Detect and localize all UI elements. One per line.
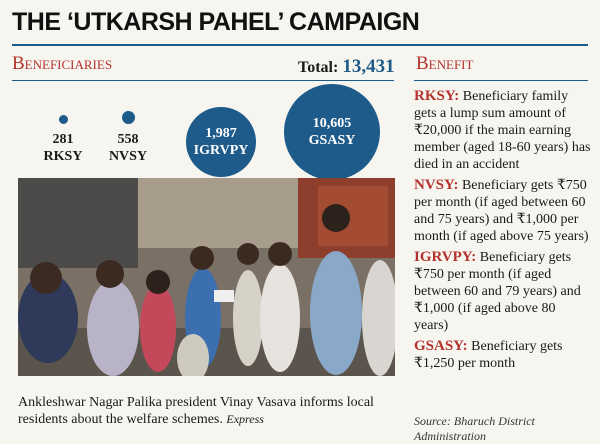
label-gsasy: 10,605 GSASY — [284, 115, 380, 149]
page-title: THE ‘UTKARSH PAHEL’ CAMPAIGN — [12, 8, 420, 36]
name-gsasy: GSASY — [308, 133, 356, 148]
name-nvsy: NVSY — [108, 149, 148, 164]
benefit-heading: Benefit — [416, 53, 474, 74]
benefit-abbr: GSASY: — [414, 338, 468, 354]
benefit-text: Beneficiary family gets a lump sum amoun… — [414, 89, 591, 172]
benefit-item-igrvpy: IGRVPY: Beneficiary gets ₹750 per month … — [414, 249, 592, 334]
label-rksy: 281 RKSY — [33, 131, 93, 165]
benefit-abbr: NVSY: — [414, 177, 459, 193]
caption-credit: Express — [226, 412, 264, 426]
total-beneficiaries: Total: 13,431 — [298, 56, 395, 78]
benefit-text: Beneficiary gets ₹750 per month (if aged… — [414, 250, 581, 333]
photo-illustration — [18, 178, 395, 376]
name-igrvpy: IGRVPY — [193, 143, 249, 158]
title-rule — [12, 44, 588, 46]
label-igrvpy: 1,987 IGRVPY — [186, 125, 256, 159]
photo-caption: Ankleshwar Nagar Palika president Vinay … — [18, 394, 398, 428]
total-label: Total: — [298, 59, 339, 76]
caption-text: Ankleshwar Nagar Palika president Vinay … — [18, 395, 374, 427]
beneficiaries-heading: Beneficiaries — [12, 53, 113, 74]
beneficiaries-rule — [12, 80, 394, 81]
benefit-item-nvsy: NVSY: Beneficiary gets ₹750 per month (i… — [414, 177, 592, 245]
name-rksy: RKSY — [43, 149, 83, 164]
bubble-gsasy — [284, 84, 380, 180]
benefit-item-rksy: RKSY: Beneficiary family gets a lump sum… — [414, 88, 592, 173]
count-gsasy: 10,605 — [312, 116, 352, 131]
benefit-abbr: RKSY: — [414, 88, 460, 104]
benefit-list: RKSY: Beneficiary family gets a lump sum… — [414, 88, 592, 376]
count-nvsy: 558 — [117, 132, 139, 147]
benefit-text: Beneficiary gets ₹750 per month (if aged… — [414, 178, 589, 244]
benefit-text: Beneficiary gets ₹1,250 per month — [414, 339, 563, 371]
count-rksy: 281 — [52, 132, 74, 147]
label-nvsy: 558 NVSY — [98, 131, 158, 165]
bubble-nvsy — [122, 111, 135, 124]
count-igrvpy: 1,987 — [205, 126, 237, 141]
benefit-item-gsasy: GSASY: Beneficiary gets ₹1,250 per month — [414, 338, 592, 372]
total-value: 13,431 — [342, 56, 395, 77]
bubble-igrvpy — [186, 107, 256, 177]
campaign-photo — [18, 178, 395, 376]
bubble-rksy — [59, 115, 68, 124]
source-note: Source: Bharuch District Administration — [414, 414, 535, 443]
benefit-abbr: IGRVPY: — [414, 249, 477, 265]
benefit-rule — [414, 80, 588, 81]
